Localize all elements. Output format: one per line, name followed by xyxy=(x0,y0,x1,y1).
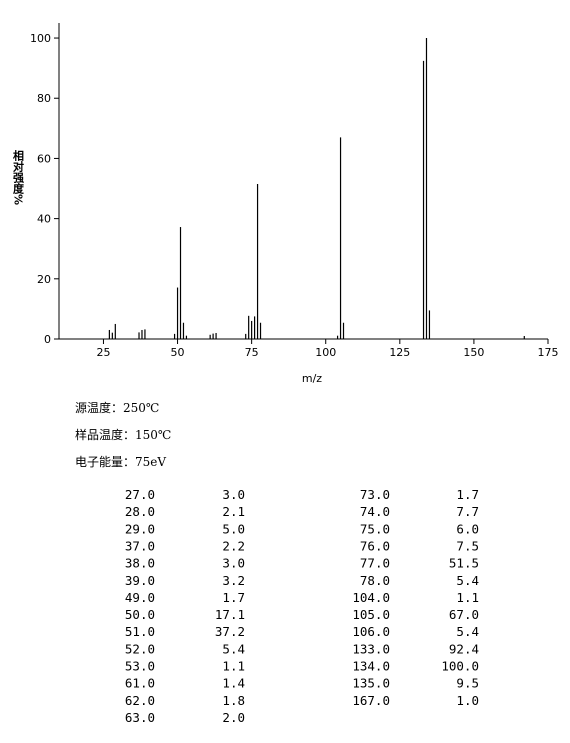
mz-cell: 106.0 xyxy=(352,624,390,639)
intensity-cell: 5.4 xyxy=(456,624,479,639)
y-tick-label: 80 xyxy=(37,92,51,105)
mz-cell: 134.0 xyxy=(352,659,390,674)
intensity-cell: 1.0 xyxy=(456,693,479,708)
mz-cell: 133.0 xyxy=(352,641,390,656)
intensity-cell: 51.5 xyxy=(449,556,479,571)
y-tick-label: 40 xyxy=(37,213,51,226)
intensity-cell: 3.0 xyxy=(222,556,245,571)
mz-cell: 52.0 xyxy=(125,641,155,656)
intensity-cell: 1.7 xyxy=(222,590,245,605)
x-tick-label: 125 xyxy=(389,346,410,359)
intensity-cell: 92.4 xyxy=(449,641,479,656)
y-axis-label: 相对强度% xyxy=(12,149,25,205)
mz-cell: 37.0 xyxy=(125,538,155,553)
intensity-cell: 5.4 xyxy=(456,573,479,588)
x-tick-label: 75 xyxy=(245,346,259,359)
x-axis-label: m/z xyxy=(302,372,322,385)
y-tick-label: 100 xyxy=(30,32,51,45)
intensity-cell: 3.2 xyxy=(222,573,245,588)
mz-cell: 77.0 xyxy=(360,556,390,571)
mz-cell: 61.0 xyxy=(125,676,155,691)
x-tick-label: 25 xyxy=(96,346,110,359)
mz-cell: 51.0 xyxy=(125,624,155,639)
intensity-cell: 1.4 xyxy=(222,676,245,691)
mz-cell: 104.0 xyxy=(352,590,390,605)
intensity-cell: 17.1 xyxy=(215,607,245,622)
condition: 样品温度：150℃ xyxy=(75,427,171,442)
mz-cell: 50.0 xyxy=(125,607,155,622)
mz-cell: 73.0 xyxy=(360,487,390,502)
mz-cell: 53.0 xyxy=(125,659,155,674)
x-tick-label: 50 xyxy=(171,346,185,359)
x-tick-label: 175 xyxy=(538,346,559,359)
mz-cell: 63.0 xyxy=(125,710,155,725)
mz-cell: 167.0 xyxy=(352,693,390,708)
mz-cell: 49.0 xyxy=(125,590,155,605)
mz-cell: 39.0 xyxy=(125,573,155,588)
intensity-cell: 2.2 xyxy=(222,538,245,553)
x-tick-label: 150 xyxy=(463,346,484,359)
intensity-cell: 1.8 xyxy=(222,693,245,708)
intensity-cell: 6.0 xyxy=(456,521,479,536)
mz-cell: 135.0 xyxy=(352,676,390,691)
x-tick-label: 100 xyxy=(315,346,336,359)
intensity-cell: 2.0 xyxy=(222,710,245,725)
intensity-cell: 2.1 xyxy=(222,504,245,519)
mz-cell: 105.0 xyxy=(352,607,390,622)
intensity-cell: 1.7 xyxy=(456,487,479,502)
intensity-cell: 7.7 xyxy=(456,504,479,519)
mz-cell: 28.0 xyxy=(125,504,155,519)
intensity-cell: 1.1 xyxy=(222,659,245,674)
y-tick-label: 60 xyxy=(37,152,51,165)
y-tick-label: 0 xyxy=(44,333,51,346)
mz-cell: 74.0 xyxy=(360,504,390,519)
intensity-cell: 7.5 xyxy=(456,538,479,553)
intensity-cell: 9.5 xyxy=(456,676,479,691)
intensity-cell: 37.2 xyxy=(215,624,245,639)
mz-cell: 75.0 xyxy=(360,521,390,536)
mz-cell: 78.0 xyxy=(360,573,390,588)
intensity-cell: 100.0 xyxy=(441,659,479,674)
condition: 源温度：250℃ xyxy=(75,400,159,415)
mz-cell: 27.0 xyxy=(125,487,155,502)
mz-cell: 29.0 xyxy=(125,521,155,536)
intensity-cell: 5.0 xyxy=(222,521,245,536)
intensity-cell: 1.1 xyxy=(456,590,479,605)
intensity-cell: 67.0 xyxy=(449,607,479,622)
mz-cell: 62.0 xyxy=(125,693,155,708)
intensity-cell: 5.4 xyxy=(222,641,245,656)
y-tick-label: 20 xyxy=(37,273,51,286)
condition: 电子能量：75eV xyxy=(75,455,166,469)
mz-cell: 76.0 xyxy=(360,538,390,553)
mz-cell: 38.0 xyxy=(125,556,155,571)
intensity-cell: 3.0 xyxy=(222,487,245,502)
